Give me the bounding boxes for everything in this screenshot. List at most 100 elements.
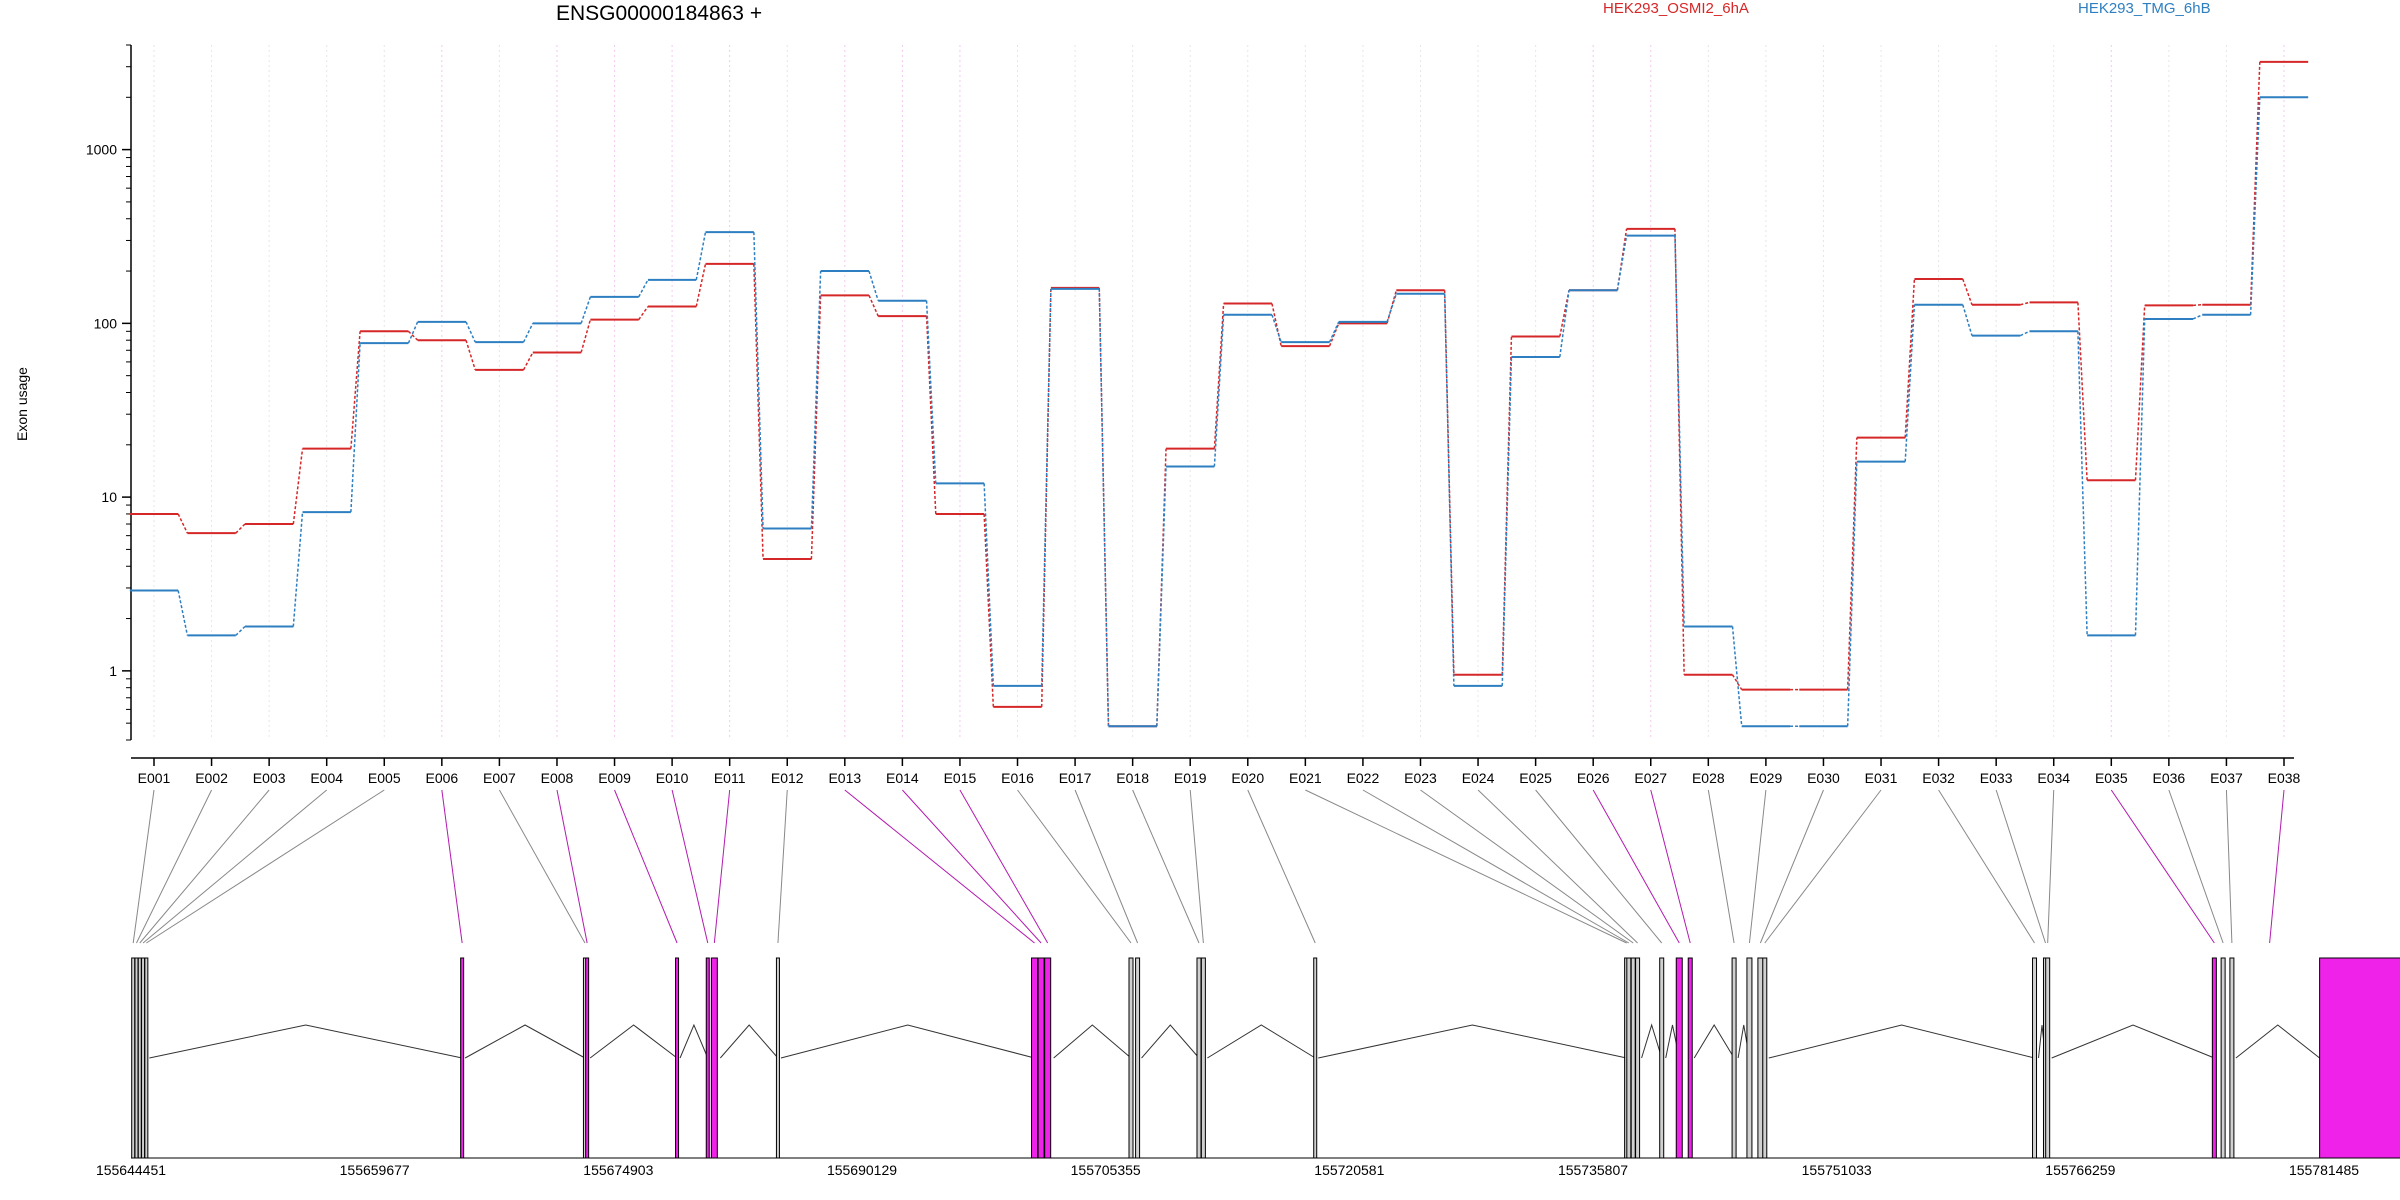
series-connector: [810, 295, 822, 560]
series-connector: [2020, 330, 2030, 337]
genomic-tick-label: 155659677: [340, 1162, 410, 1178]
series-connector: [1213, 314, 1225, 467]
exon-connector: [1535, 789, 1663, 944]
exon-block: [710, 957, 718, 1159]
genomic-tick-label: 155690129: [827, 1162, 897, 1178]
x-tick-label: E018: [1116, 770, 1149, 786]
exon-connector: [441, 789, 463, 944]
x-tick-label: E023: [1404, 770, 1437, 786]
series-connector: [235, 523, 246, 534]
exon-connector: [132, 789, 155, 944]
exon-connector: [1132, 789, 1200, 944]
intron: [464, 1024, 586, 1059]
exon-connector: [1362, 789, 1630, 944]
x-tick-label: E019: [1174, 770, 1207, 786]
intron: [1141, 1024, 1200, 1059]
series-connector: [2192, 303, 2203, 307]
exon-block: [1313, 957, 1318, 1159]
series-layer: [129, 60, 2309, 728]
intron: [1207, 1024, 1316, 1059]
series-connector: [925, 316, 937, 514]
series-connector: [1731, 626, 1743, 727]
exon-connector: [1995, 789, 2046, 944]
exon-block: [1031, 957, 1039, 1159]
genomic-tick-label: 155781485: [2289, 1162, 2359, 1178]
series-connector: [1846, 437, 1858, 690]
series-connector: [1098, 288, 1110, 727]
exon-connector: [1189, 789, 1204, 944]
x-tick-label: E034: [2037, 770, 2070, 786]
series-connector: [2249, 97, 2261, 315]
series-connector: [1962, 304, 1973, 336]
exon-connector: [777, 789, 788, 944]
genomic-tick-label: 155674903: [583, 1162, 653, 1178]
x-tick-label: E013: [828, 770, 861, 786]
exon-connector: [139, 789, 270, 944]
x-tick-label: E025: [1519, 770, 1552, 786]
series-connector: [350, 343, 361, 513]
series-connector: [925, 300, 937, 484]
chart-title: ENSG00000184863 +: [556, 2, 763, 25]
series-connector: [1443, 290, 1455, 675]
exon-connector: [1247, 789, 1316, 944]
x-tick-label: E008: [541, 770, 574, 786]
series-connector: [1213, 303, 1225, 449]
series-connector: [465, 321, 476, 343]
exon-block: [705, 957, 710, 1159]
exon-block: [141, 957, 146, 1159]
y-tick-label: 1000: [86, 142, 117, 158]
series-connector: [1156, 466, 1167, 727]
exon-block: [2211, 957, 2217, 1159]
x-tick-label: E030: [1807, 770, 1840, 786]
x-tick-label: E027: [1634, 770, 1667, 786]
exon-connector: [556, 789, 588, 944]
gridlines: [153, 45, 2285, 740]
series-connector: [1616, 235, 1628, 291]
intron: [589, 1024, 678, 1059]
exon-connector: [1074, 789, 1139, 944]
exon-block: [675, 957, 680, 1159]
series-connector: [2134, 318, 2146, 636]
genomic-tick-label: 155751033: [1802, 1162, 1872, 1178]
exon-block: [2229, 957, 2235, 1159]
genomic-tick-label: 155705355: [1071, 1162, 1141, 1178]
x-tick-label: E017: [1059, 770, 1092, 786]
exon-block: [134, 957, 139, 1159]
exon-connector: [1759, 789, 1824, 944]
series-connector: [1443, 293, 1455, 686]
exon-block: [1128, 957, 1134, 1159]
exon-connector: [2225, 789, 2233, 944]
x-tick-label: E015: [944, 770, 977, 786]
exon-connector: [1305, 789, 1627, 944]
x-tick-label: E022: [1347, 770, 1380, 786]
intron: [1641, 1023, 1663, 1059]
exon-connector: [614, 789, 678, 944]
exon-connector: [1707, 789, 1735, 944]
exon-block: [1746, 957, 1753, 1159]
series-connector: [1846, 461, 1858, 727]
x-tick-label: E002: [195, 770, 228, 786]
exon-block: [585, 957, 590, 1159]
x-tick-label: E026: [1577, 770, 1610, 786]
exon-connector: [1017, 789, 1132, 944]
legend-entry-tmg: HEK293_TMG_6hB: [2078, 0, 2211, 17]
y-tick-label: 10: [101, 489, 117, 505]
series-connector: [983, 483, 995, 686]
x-tick-label: E003: [253, 770, 286, 786]
x-tick-label: E016: [1001, 770, 1034, 786]
exon-connector: [1748, 789, 1767, 944]
exon-block: [1626, 957, 1632, 1159]
x-tick-label: E020: [1231, 770, 1264, 786]
series-connector: [1904, 304, 1916, 462]
series-connector: [1559, 290, 1570, 337]
series-connector: [983, 513, 995, 707]
exon-block: [2220, 957, 2226, 1159]
series-connector: [1904, 278, 1916, 438]
exon-connector: [2047, 789, 2055, 944]
intron: [679, 1023, 709, 1059]
exon-block: [1659, 957, 1665, 1159]
intron: [1768, 1024, 2035, 1059]
exon-block: [775, 957, 780, 1159]
